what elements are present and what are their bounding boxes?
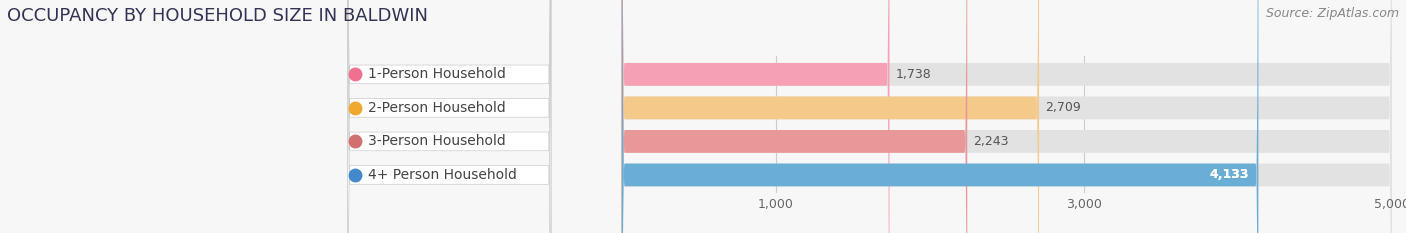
- FancyBboxPatch shape: [621, 0, 1039, 233]
- Text: 4,133: 4,133: [1209, 168, 1249, 182]
- Text: 2,243: 2,243: [973, 135, 1010, 148]
- FancyBboxPatch shape: [347, 0, 551, 233]
- FancyBboxPatch shape: [621, 0, 1258, 233]
- FancyBboxPatch shape: [621, 0, 1392, 233]
- Text: 4+ Person Household: 4+ Person Household: [367, 168, 516, 182]
- FancyBboxPatch shape: [621, 0, 890, 233]
- FancyBboxPatch shape: [347, 0, 551, 233]
- FancyBboxPatch shape: [621, 0, 967, 233]
- FancyBboxPatch shape: [347, 0, 551, 233]
- FancyBboxPatch shape: [621, 0, 1392, 233]
- Text: OCCUPANCY BY HOUSEHOLD SIZE IN BALDWIN: OCCUPANCY BY HOUSEHOLD SIZE IN BALDWIN: [7, 7, 427, 25]
- FancyBboxPatch shape: [347, 0, 551, 233]
- Text: 4,133: 4,133: [1209, 168, 1249, 182]
- Text: 1,738: 1,738: [896, 68, 931, 81]
- FancyBboxPatch shape: [621, 0, 1392, 233]
- Text: 2,709: 2,709: [1045, 101, 1081, 114]
- Text: 2-Person Household: 2-Person Household: [367, 101, 505, 115]
- FancyBboxPatch shape: [621, 0, 1392, 233]
- Text: Source: ZipAtlas.com: Source: ZipAtlas.com: [1265, 7, 1399, 20]
- Text: 1-Person Household: 1-Person Household: [367, 67, 505, 81]
- Text: 3-Person Household: 3-Person Household: [367, 134, 505, 148]
